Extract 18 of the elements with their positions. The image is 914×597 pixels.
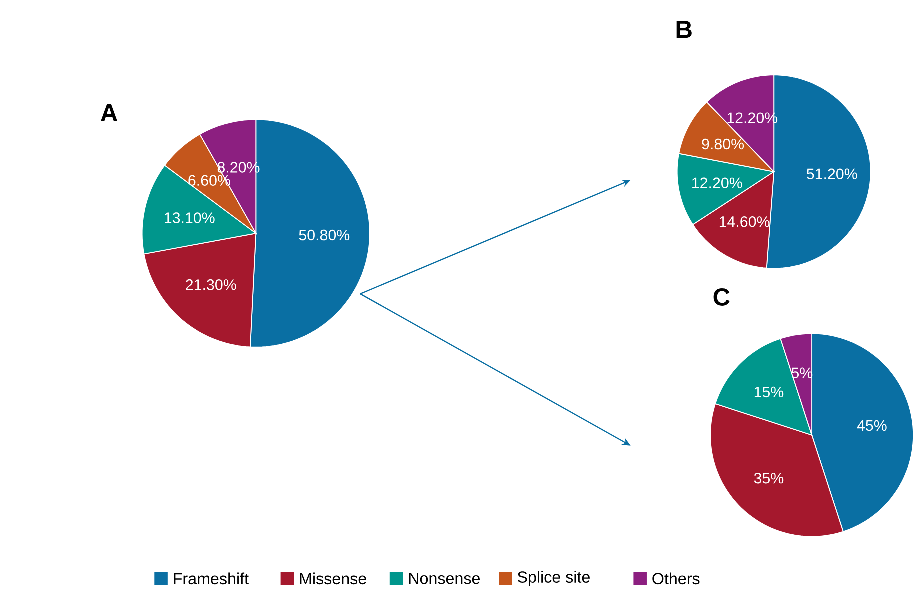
data-label: 50.80% [299, 230, 350, 241]
legend-label: Frameshift [174, 572, 249, 585]
data-label: 45% [857, 420, 887, 432]
chart-title: C [714, 288, 730, 306]
data-label: 12.20% [692, 178, 742, 189]
data-label: 15% [754, 387, 784, 398]
data-label: 14.60% [720, 216, 770, 228]
legend-label: Others [652, 572, 700, 585]
data-label: 21.30% [186, 280, 236, 290]
chart-title: A [100, 104, 118, 122]
data-label: 51.20% [806, 168, 858, 180]
legend-label: Nonsense [409, 573, 480, 584]
legend-label: Missense [300, 572, 366, 585]
chart-title: B [676, 21, 692, 38]
data-label: 9.80% [702, 139, 744, 150]
legend-label: Splice site [518, 571, 590, 586]
data-label: 13.10% [165, 212, 215, 224]
data-label: 35% [754, 473, 784, 484]
